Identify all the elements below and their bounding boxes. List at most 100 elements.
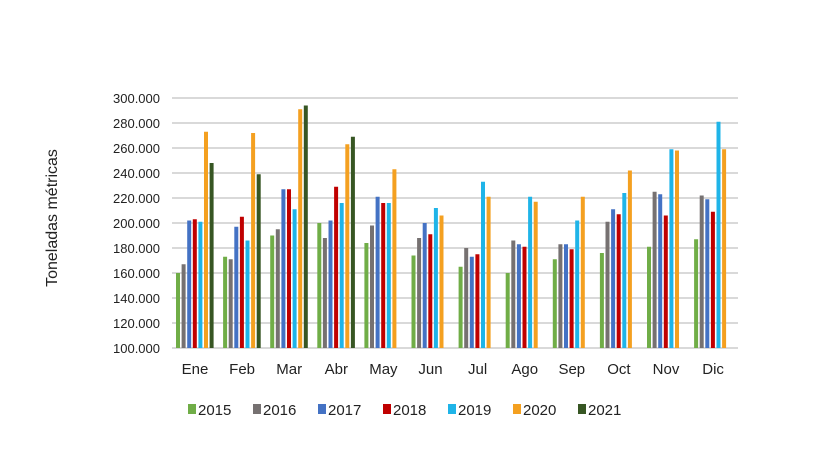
bar-ago-2019 [528, 196, 533, 348]
bar-ene-2021 [209, 163, 214, 348]
y-tick-label: 240.000 [113, 166, 160, 181]
bar-oct-2019 [622, 193, 627, 348]
bar-abr-2020 [345, 144, 350, 348]
legend-swatch-2019 [448, 404, 456, 414]
bar-dic-2020 [722, 149, 727, 348]
bar-jul-2016 [464, 248, 469, 348]
bar-sep-2016 [558, 244, 563, 348]
bar-feb-2016 [228, 259, 233, 348]
bar-abr-2019 [339, 203, 344, 348]
bar-jul-2017 [469, 256, 474, 348]
bar-jun-2017 [422, 223, 427, 348]
bar-mar-2021 [303, 105, 308, 348]
y-tick-label: 180.000 [113, 241, 160, 256]
legend-label: 2015 [198, 402, 231, 419]
bar-ene-2020 [204, 131, 208, 348]
x-tick-label: Mar [276, 361, 302, 378]
bar-mar-2020 [298, 109, 303, 348]
y-tick-label: 200.000 [113, 216, 160, 231]
bar-jul-2019 [481, 181, 485, 348]
bar-dic-2018 [710, 211, 715, 348]
bar-abr-2021 [350, 136, 355, 348]
bar-feb-2019 [245, 240, 250, 348]
legend-swatch-2021 [578, 404, 586, 414]
x-tick-label: May [369, 361, 398, 378]
bar-jul-2015 [458, 266, 463, 348]
bar-oct-2016 [605, 221, 610, 348]
bar-nov-2016 [652, 191, 657, 348]
y-tick-label: 140.000 [113, 291, 160, 306]
bar-oct-2018 [616, 214, 621, 348]
legend-swatch-2017 [318, 404, 326, 414]
x-tick-label: Ago [511, 361, 538, 378]
bar-sep-2018 [569, 249, 574, 348]
bar-ago-2020 [533, 201, 538, 348]
bar-may-2020 [392, 169, 397, 348]
legend-label: 2021 [588, 402, 621, 419]
bar-jun-2016 [417, 238, 422, 348]
bar-ago-2016 [511, 240, 516, 348]
bar-may-2017 [375, 196, 380, 348]
x-tick-label: Sep [558, 361, 585, 378]
y-tick-label: 280.000 [113, 116, 160, 131]
bar-ene-2016 [181, 264, 186, 348]
bar-ago-2015 [505, 273, 510, 348]
bar-dic-2017 [705, 199, 710, 348]
bar-ene-2019 [198, 221, 203, 348]
bar-mar-2018 [287, 189, 291, 348]
bar-mar-2017 [281, 189, 286, 348]
bar-feb-2020 [251, 133, 256, 348]
legend-label: 2019 [458, 402, 491, 419]
x-tick-label: Ene [182, 361, 209, 378]
bar-mar-2015 [270, 235, 275, 348]
y-tick-label: 300.000 [113, 91, 160, 106]
bar-abr-2016 [322, 238, 327, 348]
x-tick-label: Jun [418, 361, 442, 378]
bar-ago-2018 [522, 246, 527, 348]
x-tick-label: Abr [325, 361, 348, 378]
bar-feb-2021 [256, 174, 261, 348]
bar-jun-2015 [411, 255, 416, 348]
bar-jul-2020 [486, 196, 491, 348]
bar-ene-2018 [192, 219, 197, 348]
legend-label: 2020 [523, 402, 556, 419]
bar-abr-2018 [334, 186, 339, 348]
legend-label: 2016 [263, 402, 296, 419]
bar-may-2019 [386, 203, 391, 348]
legend-swatch-2016 [253, 404, 261, 414]
bar-nov-2017 [658, 194, 663, 348]
bar-jun-2018 [428, 234, 433, 348]
bar-oct-2015 [599, 253, 604, 348]
y-tick-label: 260.000 [113, 141, 160, 156]
bar-ago-2017 [516, 244, 521, 348]
bar-sep-2020 [580, 196, 585, 348]
y-tick-label: 100.000 [113, 341, 160, 356]
bar-jul-2018 [475, 254, 480, 348]
bar-nov-2015 [647, 246, 651, 348]
legend-swatch-2015 [188, 404, 196, 414]
bar-sep-2019 [575, 220, 580, 348]
bar-may-2016 [370, 225, 374, 348]
legend-swatch-2018 [383, 404, 391, 414]
legend-label: 2018 [393, 402, 426, 419]
bar-feb-2017 [234, 226, 239, 348]
y-tick-label: 160.000 [113, 266, 160, 281]
legend-swatch-2020 [513, 404, 521, 414]
bar-abr-2017 [328, 220, 333, 348]
x-tick-label: Oct [607, 361, 631, 378]
y-tick-label: 120.000 [113, 316, 160, 331]
x-tick-label: Feb [229, 361, 255, 378]
bar-feb-2018 [239, 216, 244, 348]
bar-feb-2015 [223, 256, 228, 348]
bar-may-2018 [381, 203, 386, 348]
y-axis-label: Toneladas métricas [44, 149, 61, 287]
bar-jun-2020 [439, 215, 444, 348]
bar-sep-2015 [552, 259, 557, 348]
legend-label: 2017 [328, 402, 361, 419]
bar-dic-2016 [699, 195, 704, 348]
bar-sep-2017 [564, 244, 568, 348]
bar-ene-2015 [176, 273, 180, 348]
bar-oct-2020 [627, 170, 632, 348]
